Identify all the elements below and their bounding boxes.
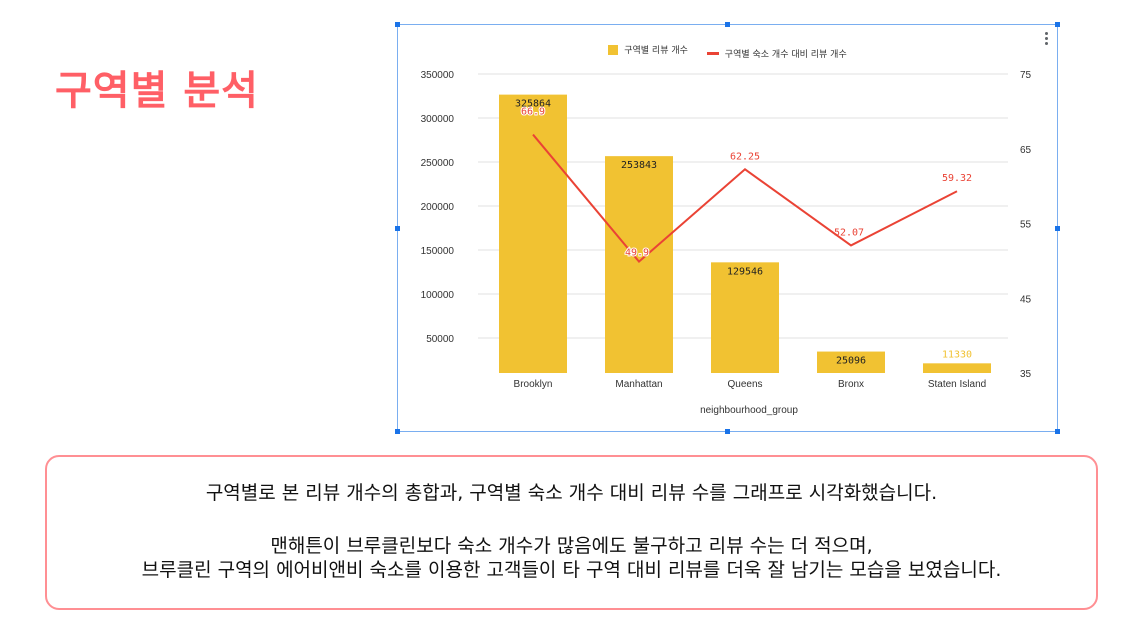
y-left-tick: 100000 bbox=[421, 290, 455, 301]
kebab-menu-icon[interactable] bbox=[1043, 31, 1049, 47]
resize-handle-right[interactable] bbox=[1055, 226, 1060, 231]
y-right-tick: 75 bbox=[1020, 70, 1032, 81]
x-tick-label: Queens bbox=[727, 379, 762, 390]
chart-plot-area: 350000 300000 250000 200000 150000 100000 5000… bbox=[421, 70, 1032, 416]
ratio-line[interactable] bbox=[532, 133, 958, 264]
y-left-tick: 250000 bbox=[421, 158, 455, 169]
note-line-1: 구역별로 본 리뷰 개수의 총합과, 구역별 숙소 개수 대비 리뷰 수를 그래… bbox=[205, 482, 938, 504]
bar-value-label: 253843 bbox=[621, 160, 657, 171]
line-value-label: 66.9 bbox=[521, 107, 545, 118]
y-left-tick: 350000 bbox=[421, 70, 455, 81]
bar-value-label: 11330 bbox=[942, 349, 972, 360]
bar-bronx[interactable] bbox=[817, 351, 885, 373]
page-title: 구역별 분석 bbox=[55, 68, 259, 114]
x-axis-title: neighbourhood_group bbox=[700, 405, 798, 416]
y-right-tick: 65 bbox=[1020, 145, 1032, 156]
resize-handle-top-right[interactable] bbox=[1055, 22, 1060, 27]
line-value-label: 49.9 bbox=[625, 248, 649, 259]
bar-swatch-icon bbox=[608, 44, 619, 55]
x-tick-label: Manhattan bbox=[615, 379, 662, 390]
x-tick-label: Brooklyn bbox=[514, 379, 553, 390]
resize-handle-top[interactable] bbox=[725, 22, 730, 27]
chart-legend: 구역별 리뷰 개수 구역별 숙소 개수 대비 리뷰 개수 bbox=[398, 43, 1057, 60]
y-left-tick: 200000 bbox=[421, 202, 455, 213]
x-tick-label: Bronx bbox=[838, 379, 864, 390]
note-line-2: 맨해튼이 브루클린보다 숙소 개수가 많음에도 불구하고 리뷰 수는 더 적으며… bbox=[270, 535, 873, 557]
line-value-label: 59.32 bbox=[942, 173, 972, 184]
note-line-3: 브루클린 구역의 에어비앤비 숙소를 이용한 고객들이 타 구역 대비 리뷰를 … bbox=[141, 559, 1002, 581]
summary-note-box: 구역별로 본 리뷰 개수의 총합과, 구역별 숙소 개수 대비 리뷰 수를 그래… bbox=[45, 455, 1098, 610]
resize-handle-bottom[interactable] bbox=[725, 429, 730, 434]
bar-value-label: 325864 bbox=[515, 99, 551, 110]
y-right-tick: 45 bbox=[1020, 294, 1032, 305]
legend-label-bar: 구역별 리뷰 개수 bbox=[624, 46, 688, 56]
line-value-label: 52.07 bbox=[834, 227, 864, 238]
bar-value-label: 25096 bbox=[836, 356, 866, 367]
y-left-tick: 150000 bbox=[421, 246, 455, 257]
resize-handle-left[interactable] bbox=[395, 226, 400, 231]
bar-staten-island[interactable] bbox=[923, 363, 991, 373]
resize-handle-top-left[interactable] bbox=[395, 22, 400, 27]
legend-label-line: 구역별 숙소 개수 대비 리뷰 개수 bbox=[724, 49, 847, 60]
bar-brooklyn[interactable] bbox=[499, 94, 567, 373]
legend-item-line: 구역별 숙소 개수 대비 리뷰 개수 bbox=[706, 47, 847, 60]
combo-chart[interactable]: 구역별 리뷰 개수 구역별 숙소 개수 대비 리뷰 개수 350000 30000… bbox=[395, 22, 1060, 434]
x-tick-label: Staten Island bbox=[928, 379, 986, 390]
resize-handle-bottom-left[interactable] bbox=[395, 429, 400, 434]
bar-manhattan[interactable] bbox=[605, 156, 673, 373]
y-right-tick: 55 bbox=[1020, 220, 1032, 231]
y-left-tick: 300000 bbox=[421, 114, 455, 125]
legend-item-bar: 구역별 리뷰 개수 bbox=[608, 43, 688, 56]
bar-queens[interactable] bbox=[711, 262, 779, 373]
bar-value-label: 129546 bbox=[727, 266, 763, 277]
line-value-label: 62.25 bbox=[730, 151, 760, 162]
y-left-tick: 50000 bbox=[426, 334, 454, 345]
y-right-tick: 35 bbox=[1020, 369, 1032, 380]
line-swatch-icon bbox=[706, 51, 719, 55]
resize-handle-bottom-right[interactable] bbox=[1055, 429, 1060, 434]
